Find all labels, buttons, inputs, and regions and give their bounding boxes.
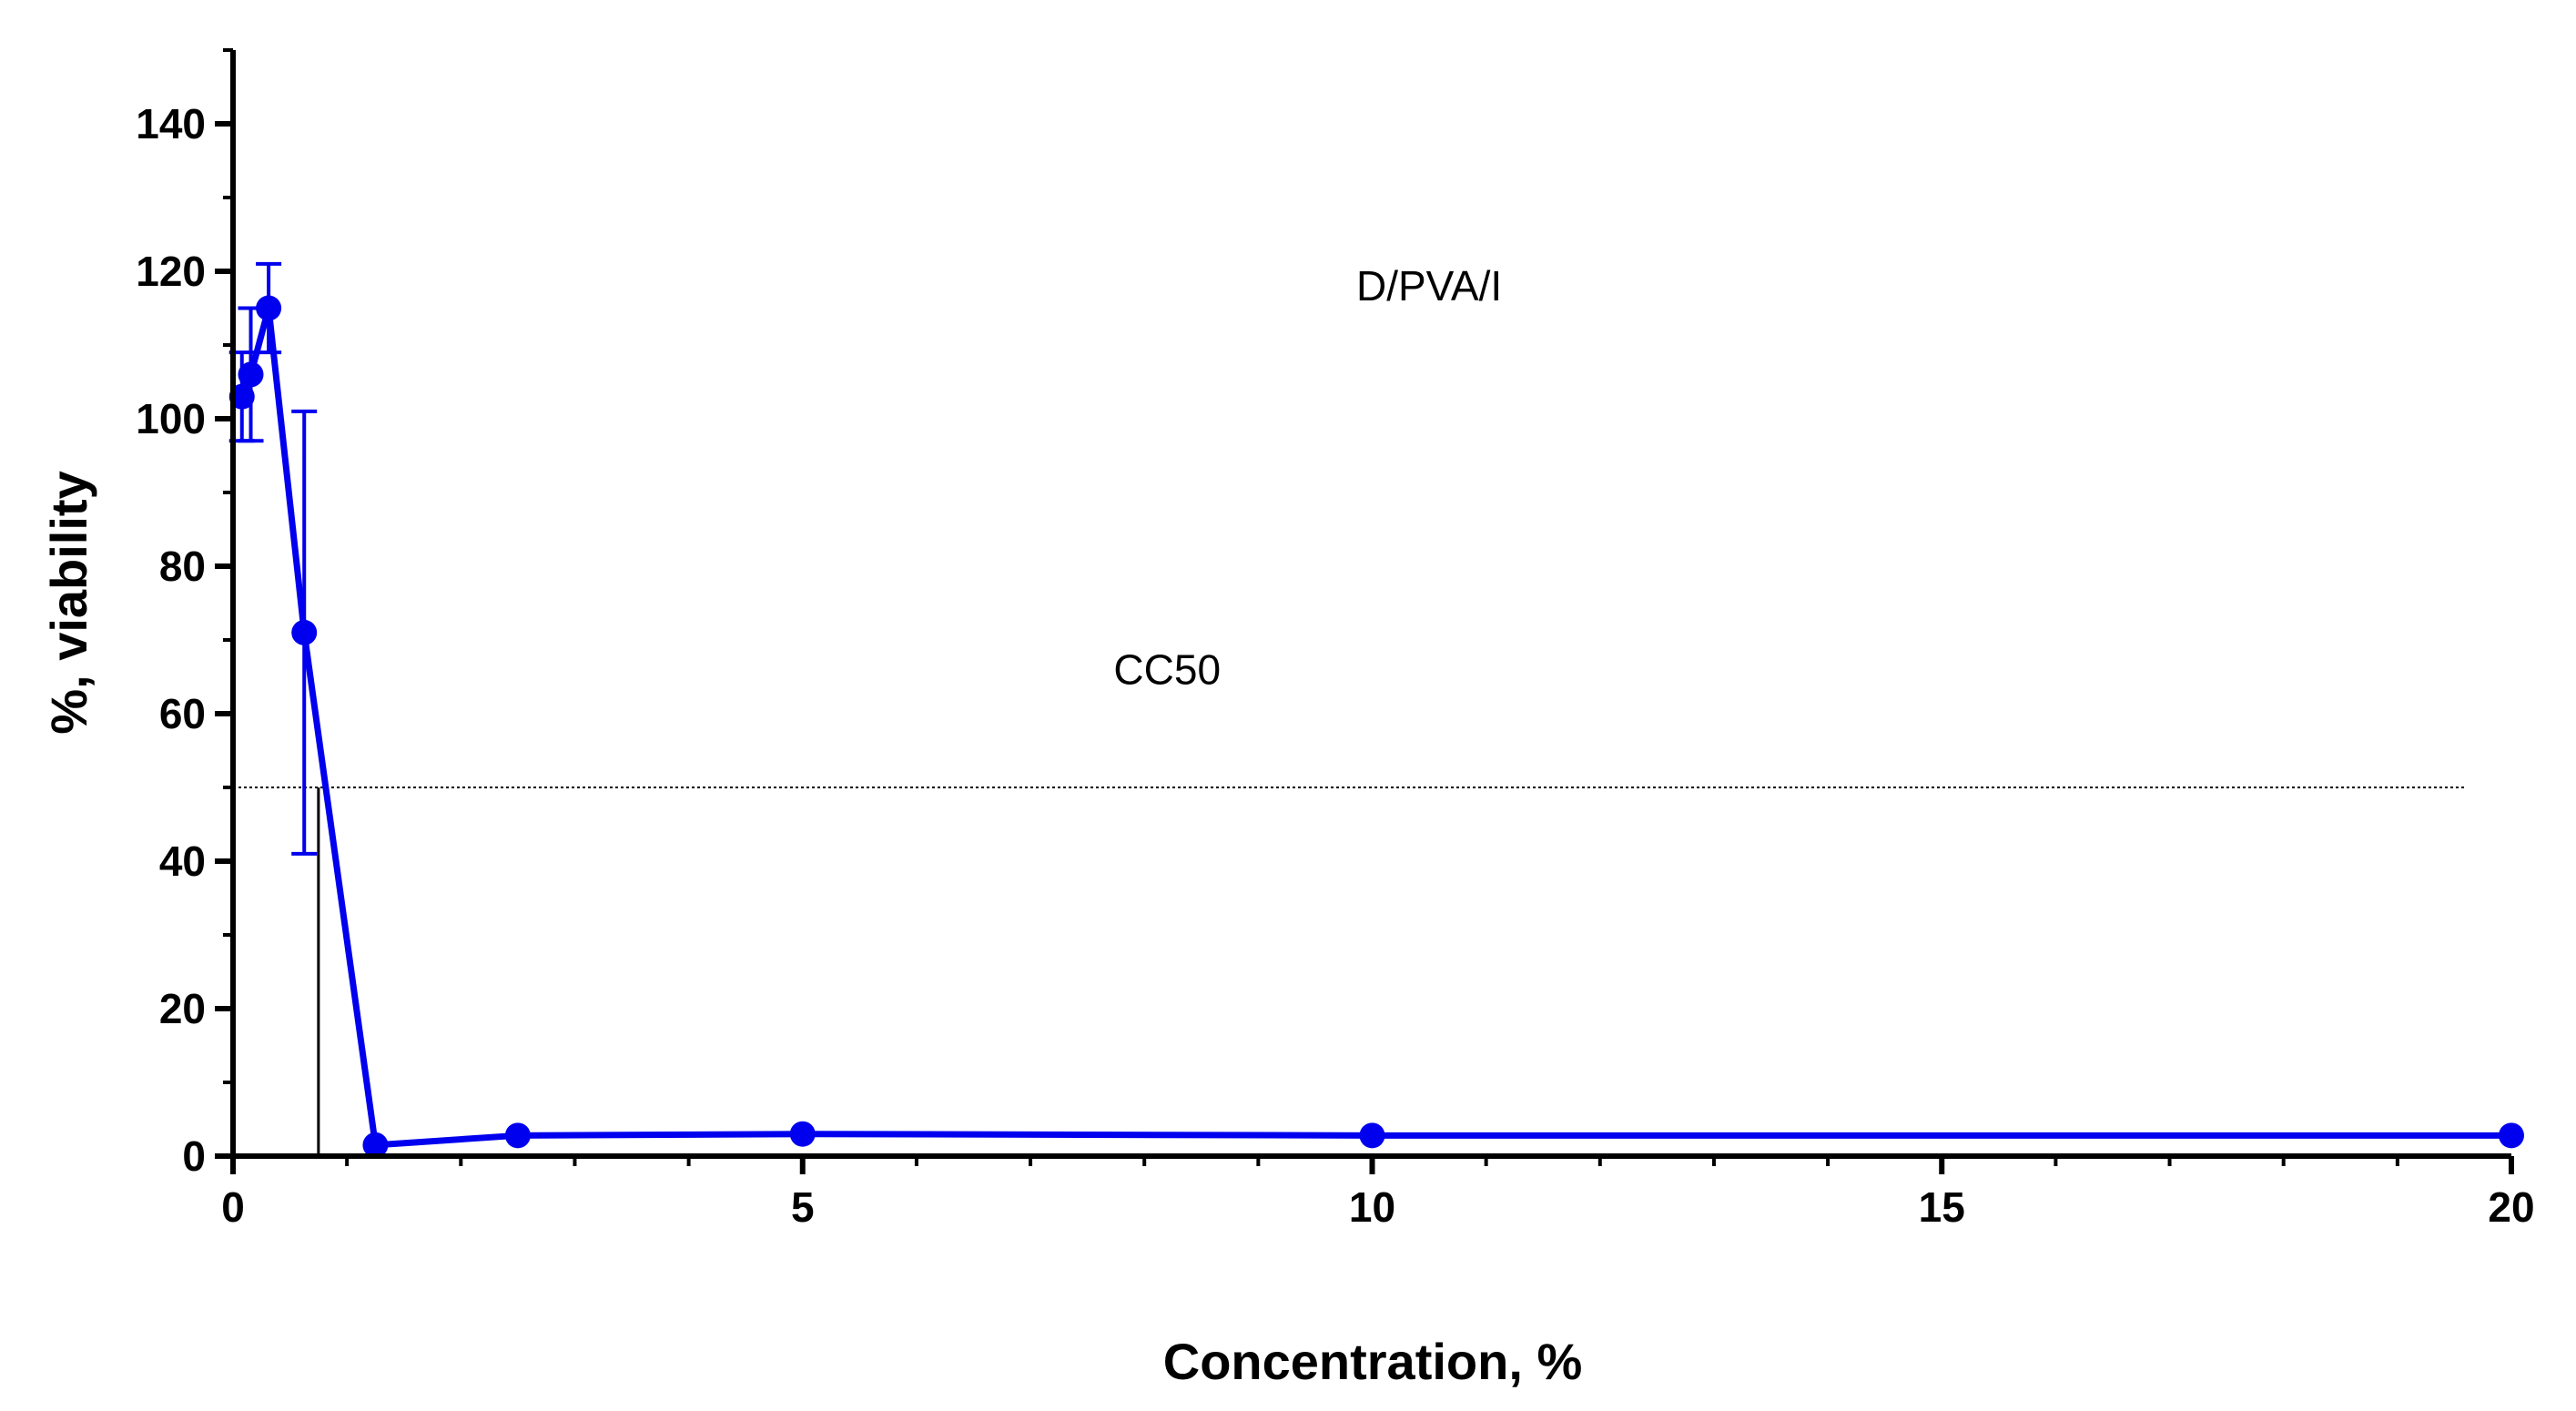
y-tick-label: 40 xyxy=(159,837,206,885)
x-tick-label: 15 xyxy=(1919,1183,1965,1231)
y-axis-title: %, viability xyxy=(40,471,97,734)
data-point xyxy=(256,295,282,321)
series-line xyxy=(238,305,2511,1149)
data-point xyxy=(504,1122,531,1149)
series-viability xyxy=(228,261,2524,1158)
x-tick-label: 0 xyxy=(221,1183,245,1231)
data-point xyxy=(238,361,264,388)
reference-lines xyxy=(233,787,2466,1156)
x-tick-label: 10 xyxy=(1349,1183,1395,1231)
y-tick-label: 0 xyxy=(182,1132,206,1180)
y-tick-label: 80 xyxy=(159,543,206,590)
data-point xyxy=(362,1132,389,1158)
x-tick-label: 20 xyxy=(2488,1183,2534,1231)
y-tick-label: 100 xyxy=(136,395,206,442)
data-point xyxy=(291,619,318,645)
y-tick-label: 120 xyxy=(136,248,206,295)
x-axis-title: Concentration, % xyxy=(1163,1333,1582,1390)
y-tick-label: 140 xyxy=(136,100,206,147)
data-point xyxy=(789,1121,816,1147)
ticks: 0 5 10 15 20 0 20 40 60 80 100 120 140 xyxy=(136,48,2535,1231)
annotation-cc50: CC50 xyxy=(1113,645,1221,693)
y-tick-label: 60 xyxy=(159,690,206,737)
data-point xyxy=(1359,1122,1385,1149)
annotation-d-pva-i: D/PVA/I xyxy=(1356,262,1502,310)
data-point xyxy=(2499,1122,2524,1149)
x-tick-label: 5 xyxy=(791,1183,815,1231)
axes xyxy=(230,50,2511,1159)
y-tick-label: 20 xyxy=(159,985,206,1032)
